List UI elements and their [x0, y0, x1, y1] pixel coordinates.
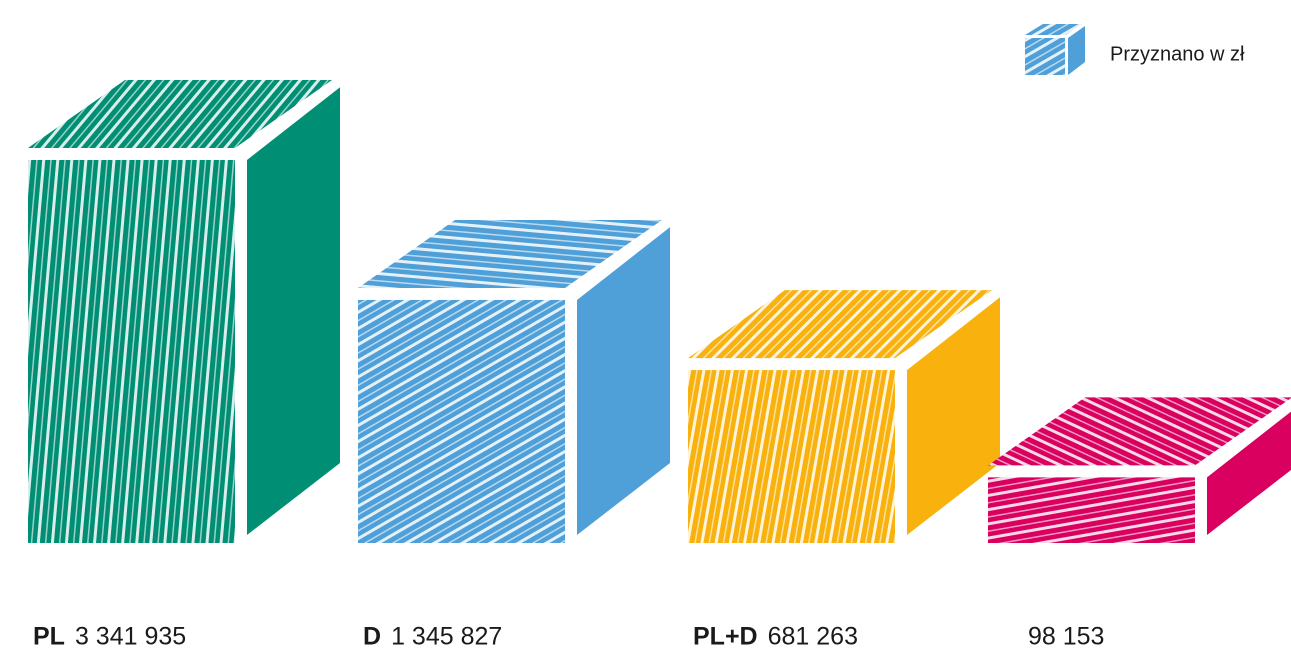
box-side — [247, 87, 340, 535]
box-top — [988, 397, 1291, 466]
box — [28, 80, 340, 543]
box-top — [28, 80, 332, 148]
box-side — [577, 227, 670, 535]
box-front — [28, 160, 235, 543]
box-front — [358, 299, 565, 543]
legend-icon-front — [1025, 38, 1065, 75]
category-label: PL+D — [693, 623, 758, 651]
box-top — [688, 290, 992, 359]
box-side — [1207, 411, 1291, 535]
box-top — [358, 219, 662, 288]
value-label: 98 153 — [1028, 623, 1104, 651]
category-label: D — [363, 623, 381, 651]
box-side — [907, 297, 1000, 535]
box — [988, 397, 1291, 543]
category-label: PL — [33, 623, 65, 651]
legend-label: Przyznano w zł — [1110, 43, 1245, 65]
box — [358, 219, 670, 543]
legend-icon — [1025, 24, 1085, 75]
box-front — [988, 477, 1195, 543]
value-label: 681 263 — [768, 623, 858, 651]
legend-icon-side — [1068, 26, 1085, 75]
box — [688, 290, 1000, 543]
legend-icon-top — [1025, 24, 1082, 35]
box-front — [688, 370, 895, 543]
value-label: 3 341 935 — [75, 623, 186, 651]
value-label: 1 345 827 — [391, 623, 502, 651]
